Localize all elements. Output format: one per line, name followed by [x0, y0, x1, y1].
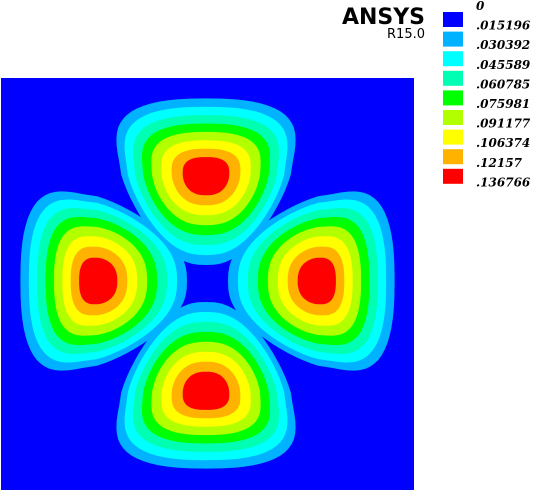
- plot-area: [1, 78, 414, 490]
- chart-title: ANSYS: [342, 5, 425, 30]
- legend-label: 0: [476, 0, 485, 13]
- legend-swatch: [443, 110, 463, 125]
- legend-label: .075981: [476, 97, 530, 111]
- legend-swatch: [443, 90, 463, 106]
- legend-swatch: [443, 70, 463, 86]
- legend-swatch: [443, 31, 463, 47]
- contour-region: [297, 257, 336, 305]
- legend-label: .091177: [476, 117, 531, 131]
- legend-label: .030392: [476, 38, 530, 52]
- legend-swatch: [443, 129, 463, 145]
- legend-label: .136766: [476, 175, 531, 189]
- legend-label: .106374: [476, 136, 530, 150]
- contour-region: [182, 157, 230, 196]
- legend-swatch: [443, 149, 463, 165]
- legend: 0 .015196 .030392 .045589 .060785 .075981 .091…: [443, 0, 531, 189]
- chart-subtitle: R15.0: [387, 27, 425, 42]
- legend-swatch: [443, 12, 463, 27]
- legend-label: .12157: [476, 156, 523, 170]
- legend-swatch: [443, 51, 463, 67]
- legend-label: .045589: [476, 58, 531, 72]
- legend-swatch: [443, 168, 463, 184]
- contour-region: [79, 257, 118, 305]
- legend-label: .060785: [476, 77, 530, 91]
- contour-region: [182, 371, 230, 410]
- legend-label: .015196: [476, 19, 531, 33]
